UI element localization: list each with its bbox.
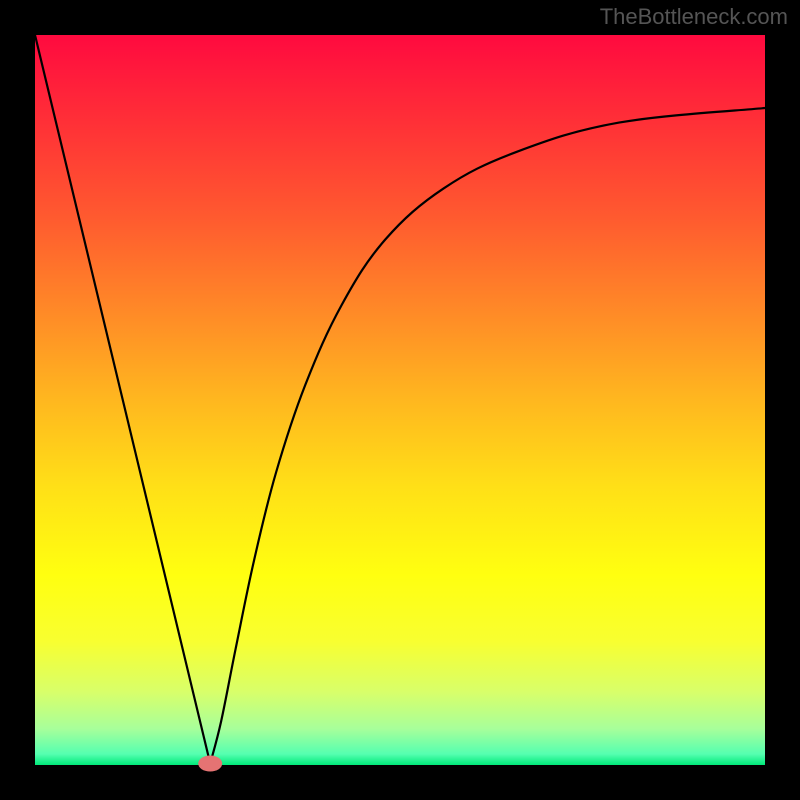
optimal-point-marker xyxy=(198,756,222,772)
bottleneck-chart xyxy=(0,0,800,800)
watermark-text: TheBottleneck.com xyxy=(600,4,788,30)
plot-background xyxy=(35,35,765,765)
chart-container: TheBottleneck.com xyxy=(0,0,800,800)
